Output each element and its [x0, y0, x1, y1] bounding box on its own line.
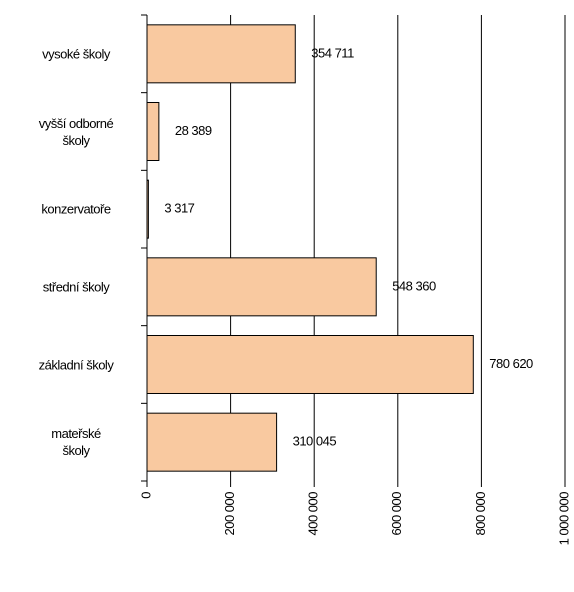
bar [146, 102, 160, 161]
value-label: 310 045 [293, 434, 337, 449]
y-tick-label: konzervatoře [41, 201, 111, 217]
y-tick-label: střední školy [42, 279, 110, 295]
value-label: 548 360 [392, 278, 436, 293]
value-label: 780 620 [489, 356, 533, 371]
y-tick-label: mateřské školy [51, 426, 101, 459]
bar [146, 24, 296, 84]
x-tick-label: 200 000 [222, 492, 237, 536]
bar [146, 335, 474, 394]
x-tick-label: 400 000 [306, 492, 321, 536]
y-tick-label: vyšší odborné školy [38, 115, 114, 148]
bar [146, 257, 377, 317]
value-label: 28 389 [175, 123, 212, 138]
value-label: 354 711 [311, 45, 354, 60]
y-tick-label: základní školy [38, 357, 114, 372]
value-label: 3 317 [164, 201, 194, 216]
x-tick-label: 600 000 [389, 492, 404, 536]
y-tick-label: vysoké školy [42, 46, 110, 62]
bar [146, 412, 278, 472]
bar [146, 179, 149, 239]
x-tick-label: 1 000 000 [556, 492, 571, 546]
x-tick-label: 0 [138, 492, 153, 499]
x-tick-label: 800 000 [473, 492, 488, 536]
